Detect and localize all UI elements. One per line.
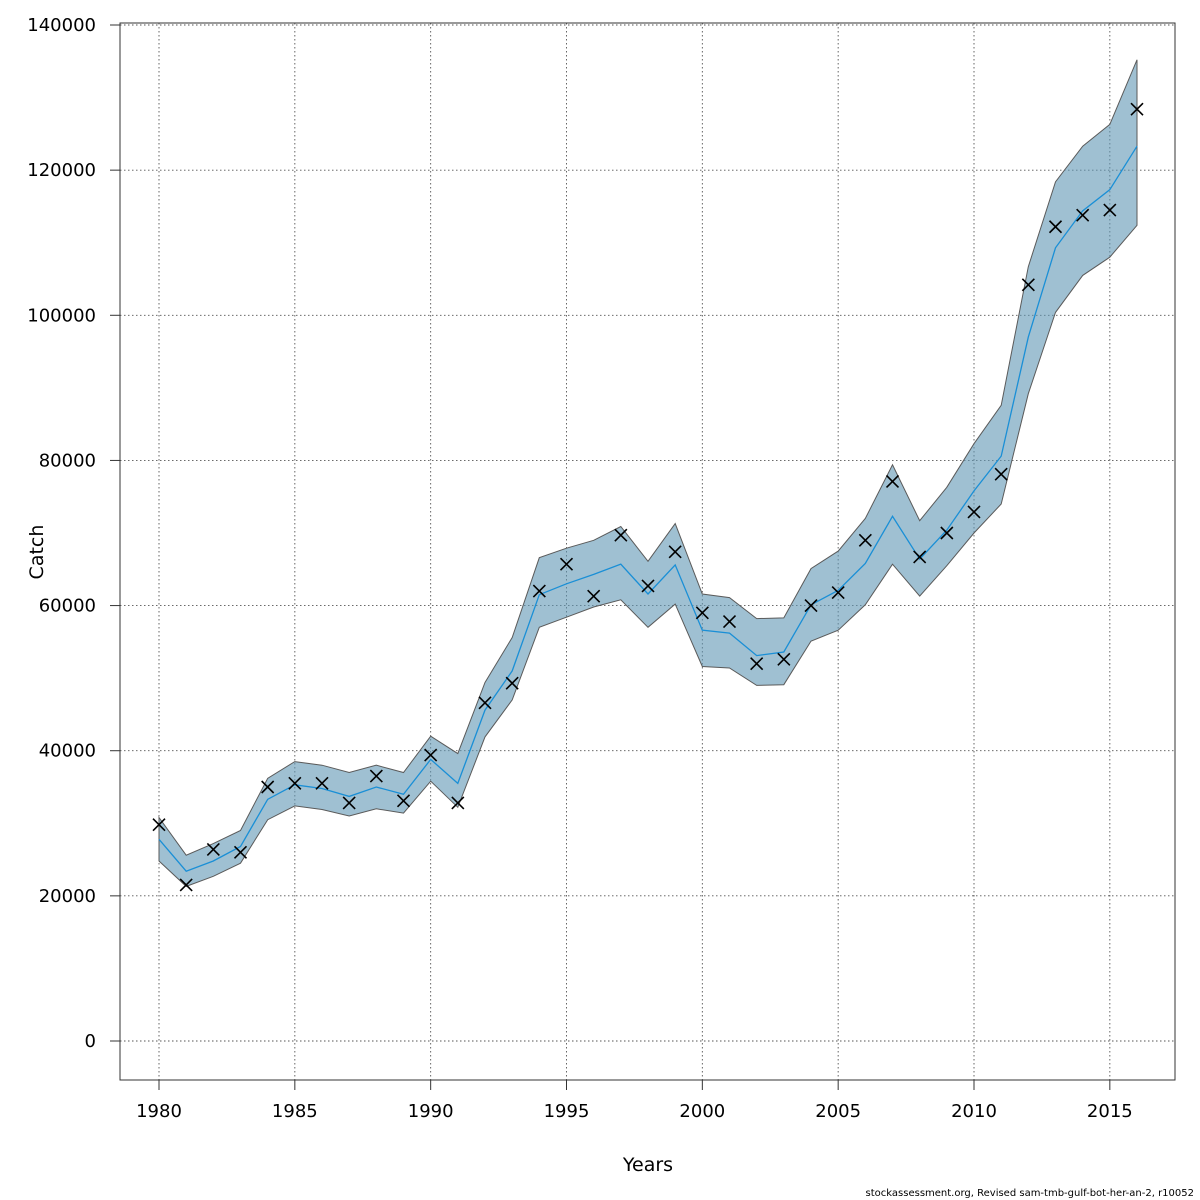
observed-point-2003: [777, 652, 791, 666]
credit-text: stockassessment.org, Revised sam-tmb-gul…: [866, 1188, 1194, 1199]
y-tick-label-80000: 80000: [39, 450, 96, 471]
observed-point-1994: [532, 584, 546, 598]
confidence-band: [158, 59, 1138, 887]
estimate-line-group: [158, 145, 1138, 872]
y-tick-label-100000: 100000: [27, 305, 96, 326]
grid-lines: [120, 23, 1175, 1080]
y-axis-title: Catch: [26, 525, 48, 580]
observed-point-1996: [587, 589, 601, 603]
observed-point-1991: [451, 796, 465, 810]
x-tick-label-1990: 1990: [408, 1101, 454, 1122]
x-tick-label-1985: 1985: [272, 1101, 318, 1122]
observed-point-2009: [940, 526, 954, 540]
observed-point-2007: [885, 474, 900, 489]
x-tick-label-1995: 1995: [544, 1101, 590, 1122]
plot-frame: [119, 22, 1176, 1081]
observed-point-2001: [722, 614, 737, 629]
y-tick-label-60000: 60000: [39, 596, 96, 617]
x-axis: 1980 1985 1990 1995 2000 2005 2010 2015: [136, 1079, 1133, 1122]
observed-point-1989: [396, 794, 411, 808]
observed-point-1981: [179, 878, 193, 892]
observed-point-1983: [233, 845, 248, 859]
y-tick-label-20000: 20000: [39, 886, 96, 907]
observed-point-1998: [641, 579, 655, 593]
y-tick-label-40000: 40000: [39, 741, 96, 762]
x-tick-label-2015: 2015: [1087, 1101, 1133, 1122]
y-tick-label-0: 0: [85, 1031, 96, 1052]
observed-point-2010: [967, 505, 981, 519]
observed-point-1999: [668, 545, 682, 559]
observed-point-2008: [913, 550, 927, 564]
observed-point-2004: [804, 599, 818, 613]
observed-point-1987: [342, 796, 356, 810]
observed-point-1985: [288, 776, 302, 790]
observed-point-2015: [1103, 203, 1117, 217]
observed-point-2012: [1021, 278, 1035, 292]
x-tick-label-2005: 2005: [815, 1101, 861, 1122]
estimate-line: [158, 145, 1138, 872]
observed-point-2013: [1048, 220, 1063, 234]
observed-point-2006: [858, 533, 872, 547]
observed-point-1984: [261, 780, 275, 794]
observed-point-1993: [505, 676, 519, 690]
observed-point-1992: [478, 696, 492, 710]
observed-point-2000: [695, 606, 709, 620]
x-tick-label-2000: 2000: [679, 1101, 725, 1122]
observed-markers: [152, 102, 1144, 892]
x-axis-title: Years: [622, 1154, 673, 1176]
observed-point-2005: [831, 585, 845, 600]
observed-point-1988: [369, 769, 383, 783]
x-tick-label-1980: 1980: [136, 1101, 182, 1122]
observed-point-2002: [750, 657, 764, 671]
observed-point-1997: [614, 528, 628, 542]
y-tick-label-140000: 140000: [27, 15, 96, 36]
x-tick-label-2010: 2010: [951, 1101, 997, 1122]
observed-point-1995: [559, 557, 574, 571]
y-tick-label-120000: 120000: [27, 160, 96, 181]
y-axis: 0 20000 40000 60000 80000 100000 120000 140000: [27, 15, 121, 1052]
observed-point-1986: [315, 776, 329, 790]
observed-point-2016: [1130, 102, 1144, 116]
observed-point-1980: [152, 818, 166, 832]
confidence-band-area: [158, 59, 1138, 887]
observed-point-2014: [1076, 208, 1090, 222]
observed-point-1982: [206, 842, 220, 856]
observed-point-1990: [424, 748, 438, 762]
observed-point-2011: [994, 467, 1008, 481]
